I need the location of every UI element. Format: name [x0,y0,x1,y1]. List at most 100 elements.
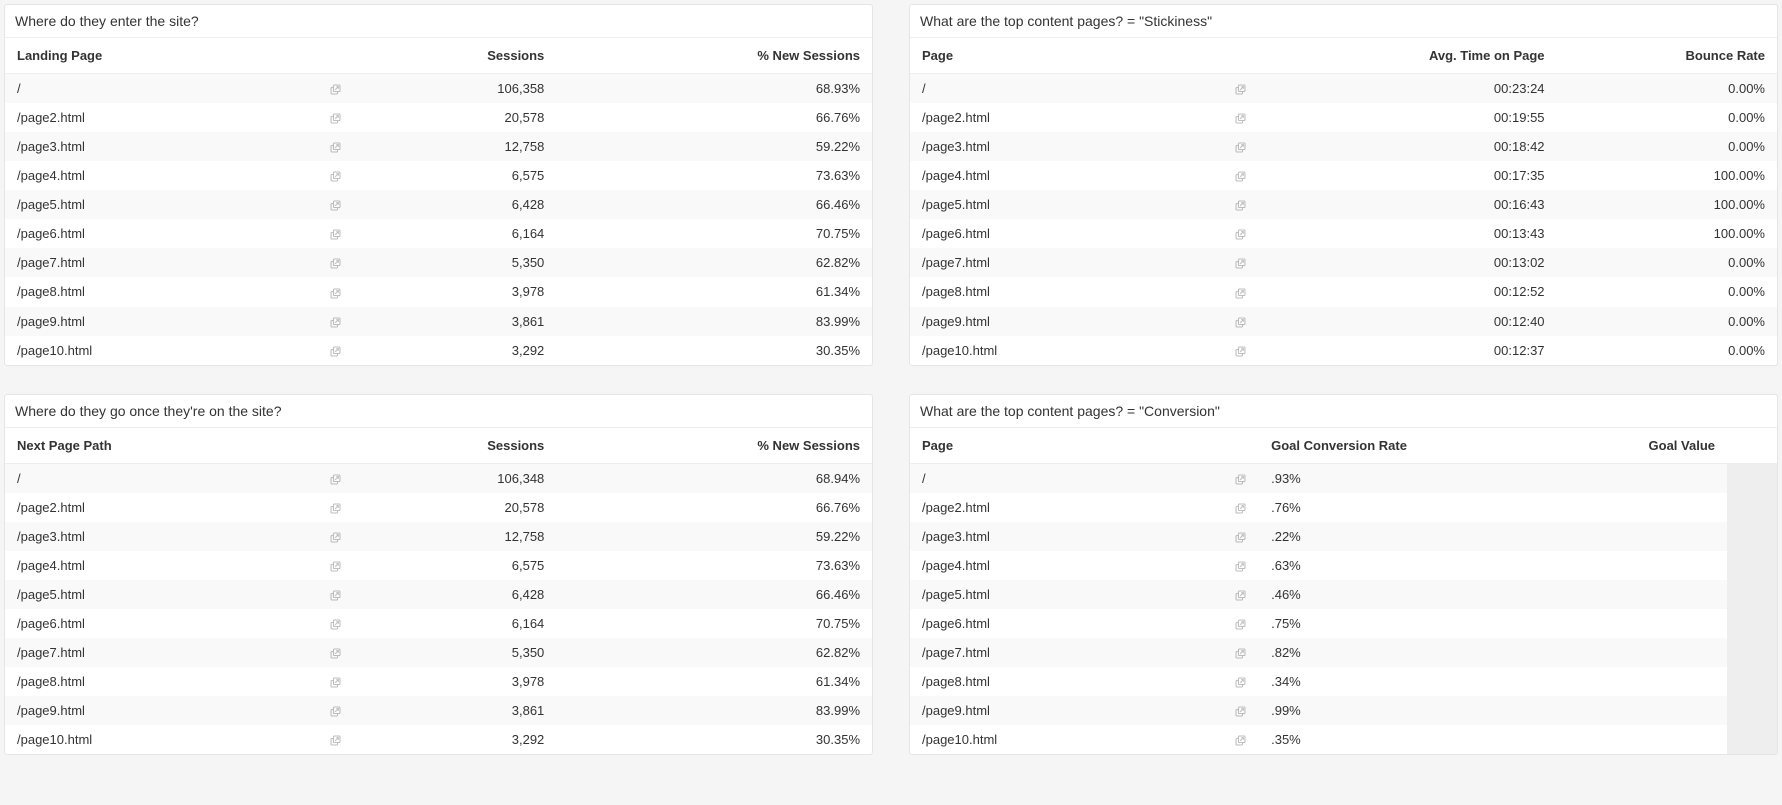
page-path-cell[interactable]: /page4.html [910,161,1222,190]
open-page-icon-cell[interactable] [317,551,354,580]
page-path-cell[interactable]: / [910,463,1222,493]
open-page-icon-cell[interactable] [317,190,354,219]
open-page-icon-cell[interactable] [1222,277,1259,306]
page-path-cell[interactable]: /page5.html [5,190,317,219]
open-page-icon-cell[interactable] [317,667,354,696]
col-goal-value[interactable]: Goal Value [1558,428,1727,464]
external-link-icon[interactable] [1234,170,1247,183]
page-path-cell[interactable]: /page5.html [5,580,317,609]
open-page-icon-cell[interactable] [1222,74,1259,104]
external-link-icon[interactable] [329,345,342,358]
external-link-icon[interactable] [329,112,342,125]
external-link-icon[interactable] [1234,199,1247,212]
page-path-cell[interactable]: /page2.html [910,493,1222,522]
external-link-icon[interactable] [1234,502,1247,515]
open-page-icon-cell[interactable] [1222,551,1259,580]
open-page-icon-cell[interactable] [1222,609,1259,638]
external-link-icon[interactable] [329,170,342,183]
page-path-cell[interactable]: /page7.html [5,248,317,277]
page-path-cell[interactable]: /page10.html [910,336,1222,365]
open-page-icon-cell[interactable] [1222,103,1259,132]
external-link-icon[interactable] [329,83,342,96]
open-page-icon-cell[interactable] [317,277,354,306]
page-path-cell[interactable]: / [5,74,317,104]
open-page-icon-cell[interactable] [317,463,354,493]
page-path-cell[interactable]: /page8.html [5,667,317,696]
open-page-icon-cell[interactable] [317,219,354,248]
external-link-icon[interactable] [329,734,342,747]
external-link-icon[interactable] [1234,141,1247,154]
external-link-icon[interactable] [1234,734,1247,747]
col-new-sessions[interactable]: % New Sessions [556,428,872,464]
external-link-icon[interactable] [329,647,342,660]
open-page-icon-cell[interactable] [317,696,354,725]
page-path-cell[interactable]: /page3.html [910,522,1222,551]
open-page-icon-cell[interactable] [317,725,354,754]
external-link-icon[interactable] [1234,287,1247,300]
open-page-icon-cell[interactable] [317,307,354,336]
col-page[interactable]: Page [910,38,1259,74]
page-path-cell[interactable]: /page8.html [910,667,1222,696]
open-page-icon-cell[interactable] [317,638,354,667]
external-link-icon[interactable] [329,473,342,486]
external-link-icon[interactable] [329,228,342,241]
col-sessions[interactable]: Sessions [354,428,556,464]
external-link-icon[interactable] [1234,112,1247,125]
open-page-icon-cell[interactable] [1222,696,1259,725]
col-page[interactable]: Page [910,428,1259,464]
page-path-cell[interactable]: /page9.html [910,696,1222,725]
external-link-icon[interactable] [1234,228,1247,241]
external-link-icon[interactable] [1234,531,1247,544]
external-link-icon[interactable] [329,560,342,573]
open-page-icon-cell[interactable] [1222,638,1259,667]
open-page-icon-cell[interactable] [1222,493,1259,522]
external-link-icon[interactable] [329,676,342,689]
external-link-icon[interactable] [1234,618,1247,631]
open-page-icon-cell[interactable] [317,161,354,190]
open-page-icon-cell[interactable] [1222,161,1259,190]
external-link-icon[interactable] [329,589,342,602]
open-page-icon-cell[interactable] [317,74,354,104]
col-sessions[interactable]: Sessions [354,38,556,74]
page-path-cell[interactable]: /page6.html [910,219,1222,248]
open-page-icon-cell[interactable] [317,103,354,132]
col-avg-time[interactable]: Avg. Time on Page [1259,38,1556,74]
external-link-icon[interactable] [329,531,342,544]
external-link-icon[interactable] [1234,83,1247,96]
page-path-cell[interactable]: /page4.html [5,551,317,580]
external-link-icon[interactable] [329,316,342,329]
open-page-icon-cell[interactable] [317,132,354,161]
page-path-cell[interactable]: /page10.html [910,725,1222,754]
open-page-icon-cell[interactable] [317,493,354,522]
open-page-icon-cell[interactable] [1222,522,1259,551]
page-path-cell[interactable]: /page3.html [910,132,1222,161]
open-page-icon-cell[interactable] [1222,248,1259,277]
page-path-cell[interactable]: /page6.html [5,609,317,638]
open-page-icon-cell[interactable] [317,336,354,365]
external-link-icon[interactable] [329,502,342,515]
open-page-icon-cell[interactable] [1222,132,1259,161]
external-link-icon[interactable] [1234,676,1247,689]
page-path-cell[interactable]: / [5,463,317,493]
open-page-icon-cell[interactable] [1222,463,1259,493]
open-page-icon-cell[interactable] [1222,219,1259,248]
page-path-cell[interactable]: / [910,74,1222,104]
page-path-cell[interactable]: /page4.html [910,551,1222,580]
col-bounce[interactable]: Bounce Rate [1557,38,1777,74]
page-path-cell[interactable]: /page8.html [5,277,317,306]
open-page-icon-cell[interactable] [317,609,354,638]
open-page-icon-cell[interactable] [1222,580,1259,609]
col-new-sessions[interactable]: % New Sessions [556,38,872,74]
external-link-icon[interactable] [1234,647,1247,660]
external-link-icon[interactable] [1234,705,1247,718]
page-path-cell[interactable]: /page2.html [5,493,317,522]
page-path-cell[interactable]: /page2.html [910,103,1222,132]
page-path-cell[interactable]: /page5.html [910,190,1222,219]
open-page-icon-cell[interactable] [1222,190,1259,219]
open-page-icon-cell[interactable] [1222,307,1259,336]
external-link-icon[interactable] [1234,345,1247,358]
open-page-icon-cell[interactable] [1222,667,1259,696]
page-path-cell[interactable]: /page3.html [5,522,317,551]
page-path-cell[interactable]: /page3.html [5,132,317,161]
page-path-cell[interactable]: /page6.html [5,219,317,248]
